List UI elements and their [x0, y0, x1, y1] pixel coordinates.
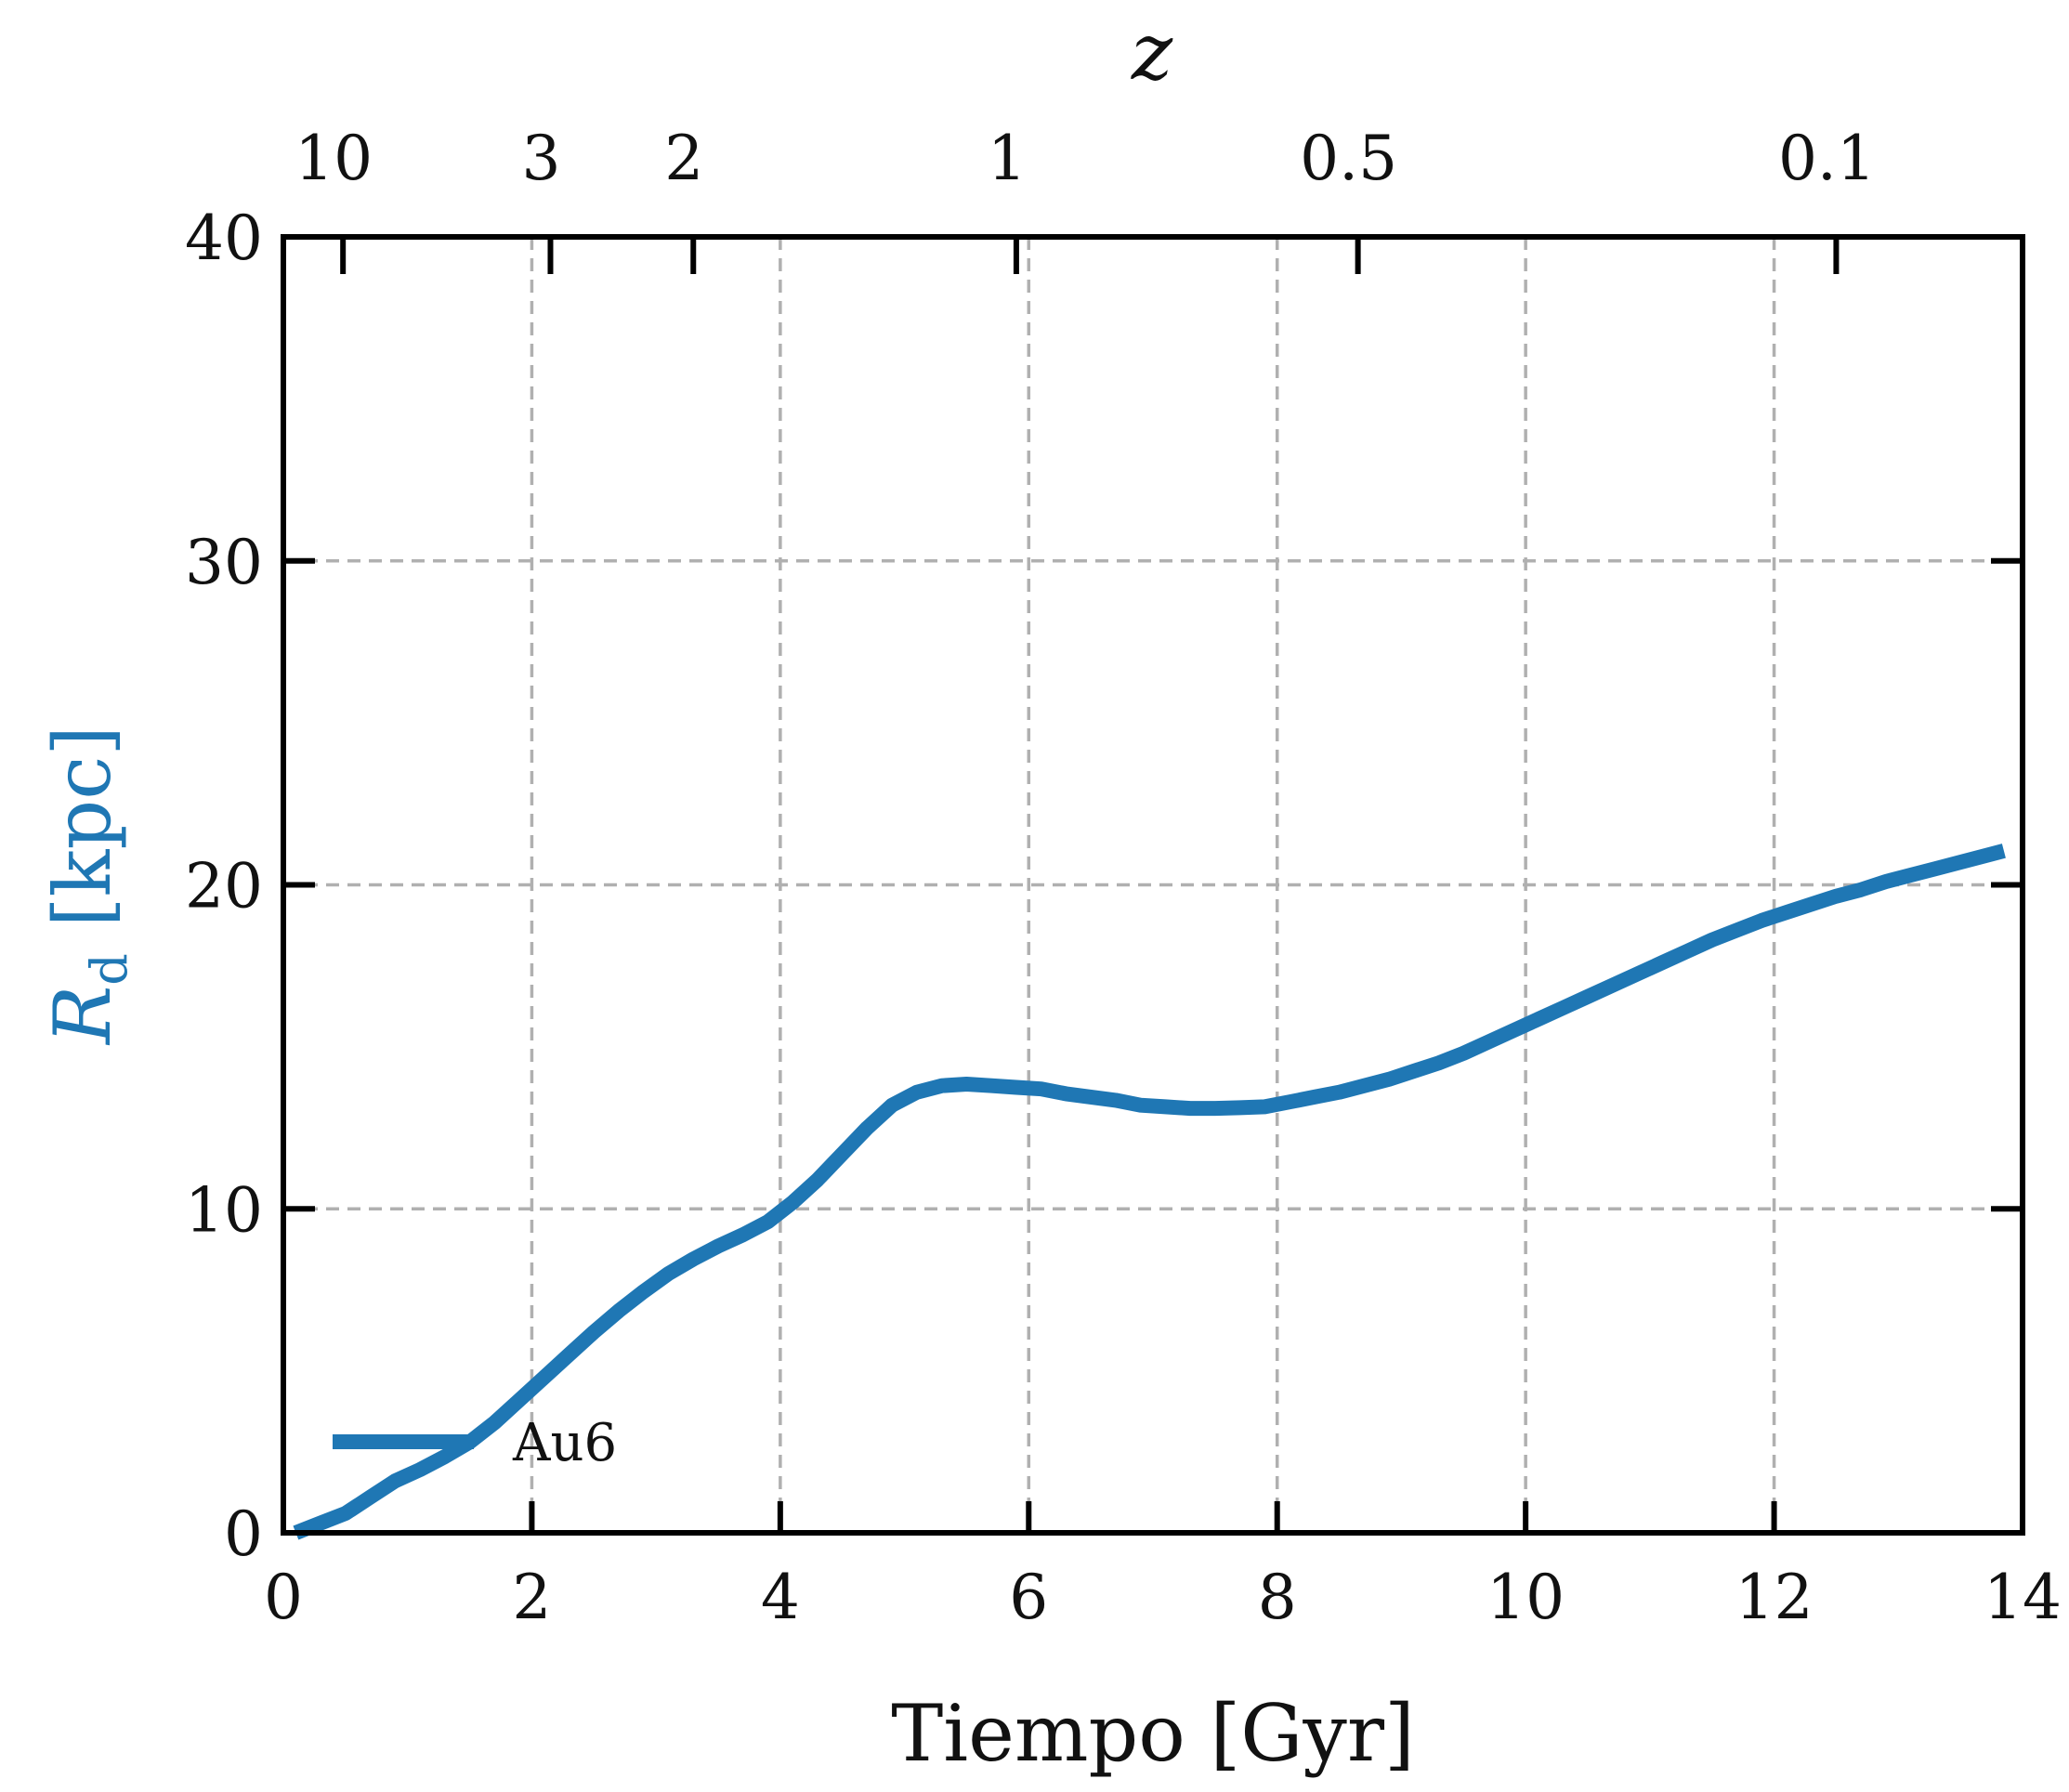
x-tick-label: 8 [1258, 1562, 1297, 1633]
series-line-au6 [293, 844, 2006, 1540]
grid-lines [283, 237, 2023, 1533]
x-tick-label: 2 [512, 1562, 551, 1633]
y-axis-unit: [kpc] [37, 726, 128, 927]
x-tick-label: 12 [1735, 1562, 1814, 1633]
y-axis-subscript: d [80, 953, 138, 986]
x-axis-title: Tiempo [Gyr] [891, 1688, 1415, 1779]
top-tick-label: 10 [295, 123, 373, 194]
x-tick-label: 0 [264, 1562, 303, 1633]
y-tick-label: 10 [185, 1174, 263, 1246]
y-axis-symbol: R [37, 986, 128, 1046]
top-tick-label: 1 [988, 123, 1027, 194]
y-tick-label: 0 [224, 1498, 263, 1570]
top-tick-label: 3 [521, 123, 560, 194]
x-tick-label: 10 [1486, 1562, 1565, 1633]
tick-labels: 0 2 4 6 8 10 12 14 0 10 20 30 40 10 3 2 1 0.5 0.1 [185, 123, 2062, 1633]
top-tick-label: 2 [664, 123, 703, 194]
x-tick-label: 6 [1009, 1562, 1048, 1633]
legend-label-au6: Au6 [512, 1413, 617, 1473]
plot-frame [281, 234, 2025, 1536]
x-tick-label: 4 [761, 1562, 800, 1633]
x-tick-label: 14 [1984, 1562, 2062, 1633]
series-layer [293, 844, 2006, 1540]
y-tick-label: 40 [185, 203, 263, 274]
y-axis-title: Rd [kpc] [37, 726, 138, 1046]
y-tick-label: 30 [185, 527, 263, 598]
y-tick-label: 20 [185, 851, 263, 922]
top-tick-label: 0.1 [1778, 123, 1876, 194]
top-axis-title: z [1131, 7, 1173, 98]
top-tick-label: 0.5 [1300, 123, 1397, 194]
legend: Au6 [333, 1413, 617, 1473]
